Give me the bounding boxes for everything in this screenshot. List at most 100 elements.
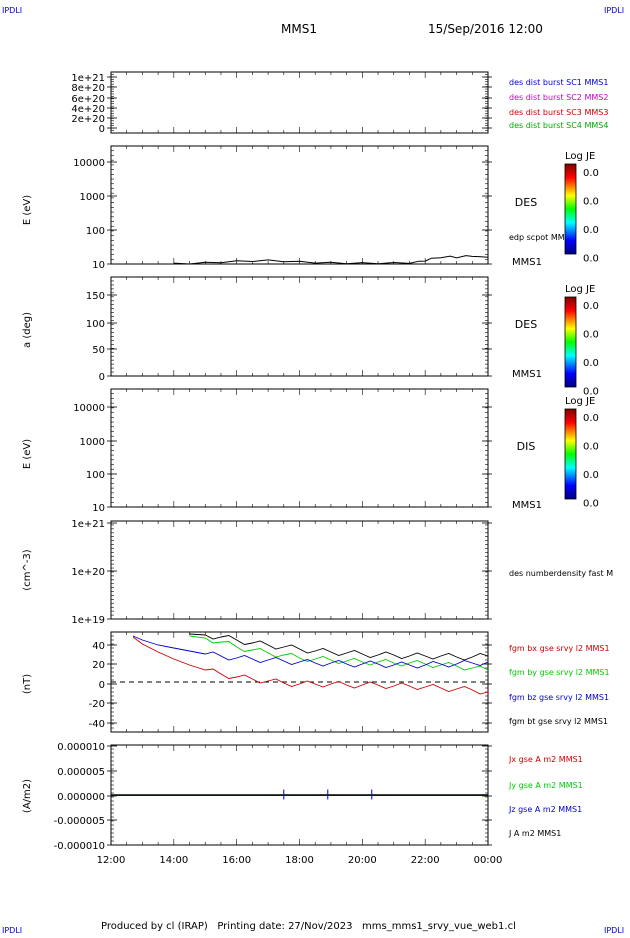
right-label: edp scpot MMS1 bbox=[509, 233, 575, 242]
y-tick-label: 10000 bbox=[73, 158, 105, 169]
colorbar bbox=[564, 408, 577, 500]
y-tick-label: 1e+19 bbox=[71, 615, 105, 626]
colorbar-label: 0.0 bbox=[583, 470, 599, 481]
logo-left: IPDLI bbox=[2, 6, 22, 15]
time-tick-label: 22:00 bbox=[411, 855, 440, 866]
colorbar-label: 0.0 bbox=[583, 387, 599, 398]
y-tick-label: 50 bbox=[92, 345, 105, 356]
colorbar bbox=[564, 296, 577, 388]
instrument-label: DES bbox=[515, 196, 537, 209]
colorbar-label: 0.0 bbox=[583, 330, 599, 341]
colorbar-label: 0.0 bbox=[583, 225, 599, 236]
time-tick-label: 14:00 bbox=[159, 855, 188, 866]
y-tick-label: -0.000005 bbox=[54, 816, 105, 827]
colorbar-label: 0.0 bbox=[583, 301, 599, 312]
time-tick-label: 16:00 bbox=[222, 855, 251, 866]
series-line bbox=[132, 636, 489, 695]
y-axis-label: (nT) bbox=[22, 674, 33, 694]
legend-entry: des dist burst SC4 MMS4 bbox=[509, 121, 608, 130]
legend-entry: des dist burst SC1 MMS1 bbox=[509, 78, 608, 87]
colorbar-label: 0.0 bbox=[583, 442, 599, 453]
y-tick-label: 0.000005 bbox=[57, 767, 105, 778]
mission-title: MMS1 bbox=[281, 22, 317, 36]
y-tick-label: 100 bbox=[86, 470, 105, 481]
right-label: MMS1 bbox=[512, 369, 542, 380]
footer-credit: Produced by cl (IRAP) Printing date: 27/… bbox=[101, 921, 516, 932]
y-tick-label: 100 bbox=[86, 226, 105, 237]
y-tick-label: 10000 bbox=[73, 403, 105, 414]
time-tick-label: 20:00 bbox=[348, 855, 377, 866]
y-tick-label: 0 bbox=[99, 124, 105, 135]
colorbar bbox=[564, 163, 577, 255]
y-tick-label: 6e+20 bbox=[71, 94, 105, 105]
y-axis-label: (A/m2) bbox=[22, 779, 33, 813]
y-axis-label: (cm^-3) bbox=[22, 549, 33, 590]
right-label: MMS1 bbox=[512, 500, 542, 511]
series-label: Jz gse A m2 MMS1 bbox=[508, 805, 582, 814]
series-label: fgm bx gse srvy l2 MMS1 bbox=[509, 644, 610, 653]
y-tick-label: 8e+20 bbox=[71, 83, 105, 94]
y-tick-label: 10 bbox=[92, 260, 105, 271]
panel-frame bbox=[110, 71, 489, 134]
panel-fgm: 40 20 0 -20 -40 (nT) fgm bx gse srvy l2 MMS1 fg… bbox=[22, 631, 610, 733]
series-line bbox=[132, 635, 489, 669]
y-axis-label: a (deg) bbox=[22, 312, 33, 348]
series-line bbox=[189, 633, 489, 661]
panel-frame bbox=[110, 145, 489, 265]
legend-entry: des numberdensity fast M bbox=[509, 569, 613, 578]
scpot-line bbox=[173, 255, 489, 265]
y-tick-label: 20 bbox=[92, 660, 105, 671]
colorbar-label: 0.0 bbox=[583, 197, 599, 208]
y-tick-label: 1e+21 bbox=[71, 73, 105, 84]
y-tick-label: 1e+20 bbox=[71, 567, 105, 578]
colorbar-title: Log JE bbox=[565, 284, 595, 295]
y-tick-label: 1000 bbox=[80, 192, 105, 203]
series-label: J A m2 MMS1 bbox=[508, 829, 561, 838]
y-tick-label: 100 bbox=[86, 319, 105, 330]
y-tick-label: 0 bbox=[99, 680, 105, 691]
colorbar-label: 0.0 bbox=[583, 168, 599, 179]
panel-current: 0.000010 0.000005 0.000000 -0.000005 -0.0000… bbox=[22, 742, 583, 852]
panel-frame bbox=[110, 388, 489, 508]
instrument-label: DES bbox=[515, 318, 537, 331]
colorbar-title: Log JE bbox=[565, 396, 595, 407]
y-axis-label: E (eV) bbox=[22, 439, 33, 469]
colorbar-title: Log JE bbox=[565, 151, 595, 162]
y-tick-label: 1000 bbox=[80, 437, 105, 448]
y-tick-label: 40 bbox=[92, 641, 105, 652]
panel-des-energy: 10000 1000 100 10 E (eV) DES edp scpot MMS1 MMS… bbox=[22, 145, 599, 271]
time-tick-label: 12:00 bbox=[97, 855, 126, 866]
y-tick-label: 0.000000 bbox=[57, 792, 105, 803]
y-tick-label: 1e+21 bbox=[71, 519, 105, 530]
colorbar-label: 0.0 bbox=[583, 499, 599, 510]
y-axis-label: E (eV) bbox=[22, 195, 33, 225]
panel-frame bbox=[110, 520, 489, 620]
series-label: Jx gse A m2 MMS1 bbox=[508, 755, 583, 764]
footer-logo-left: IPDLI bbox=[2, 926, 22, 934]
colorbar-label: 0.0 bbox=[583, 413, 599, 424]
legend-entry: des dist burst SC3 MMS3 bbox=[509, 108, 608, 117]
legend-entry: des dist burst SC2 MMS2 bbox=[509, 93, 608, 102]
colorbar-label: 0.0 bbox=[583, 358, 599, 369]
y-tick-label: -20 bbox=[89, 699, 105, 710]
y-tick-label: 150 bbox=[86, 291, 105, 302]
time-tick-label: 00:00 bbox=[474, 855, 503, 866]
y-tick-label: 2e+20 bbox=[71, 114, 105, 125]
series-label: Jy gse A m2 MMS1 bbox=[508, 781, 583, 790]
instrument-label: DIS bbox=[517, 440, 536, 453]
series-label: fgm by gse srvy l2 MMS1 bbox=[509, 668, 610, 677]
panel-des-pitch: 150 100 50 0 a (deg) DES MMS1 Log JE 0.0 0.0 0.0 0.… bbox=[22, 276, 599, 398]
panel-frame bbox=[110, 276, 489, 377]
panel-density: 1e+21 1e+20 1e+19 (cm^-3) des numberdensity … bbox=[22, 519, 613, 626]
right-label: MMS1 bbox=[512, 257, 542, 268]
logo-right: IPDLI bbox=[604, 6, 624, 15]
y-tick-label: 10 bbox=[92, 503, 105, 514]
colorbar-label: 0.0 bbox=[583, 254, 599, 265]
y-tick-label: 0.000010 bbox=[57, 742, 105, 753]
series-label: fgm bt gse srvy l2 MMS1 bbox=[509, 717, 608, 726]
y-tick-label: 4e+20 bbox=[71, 104, 105, 115]
